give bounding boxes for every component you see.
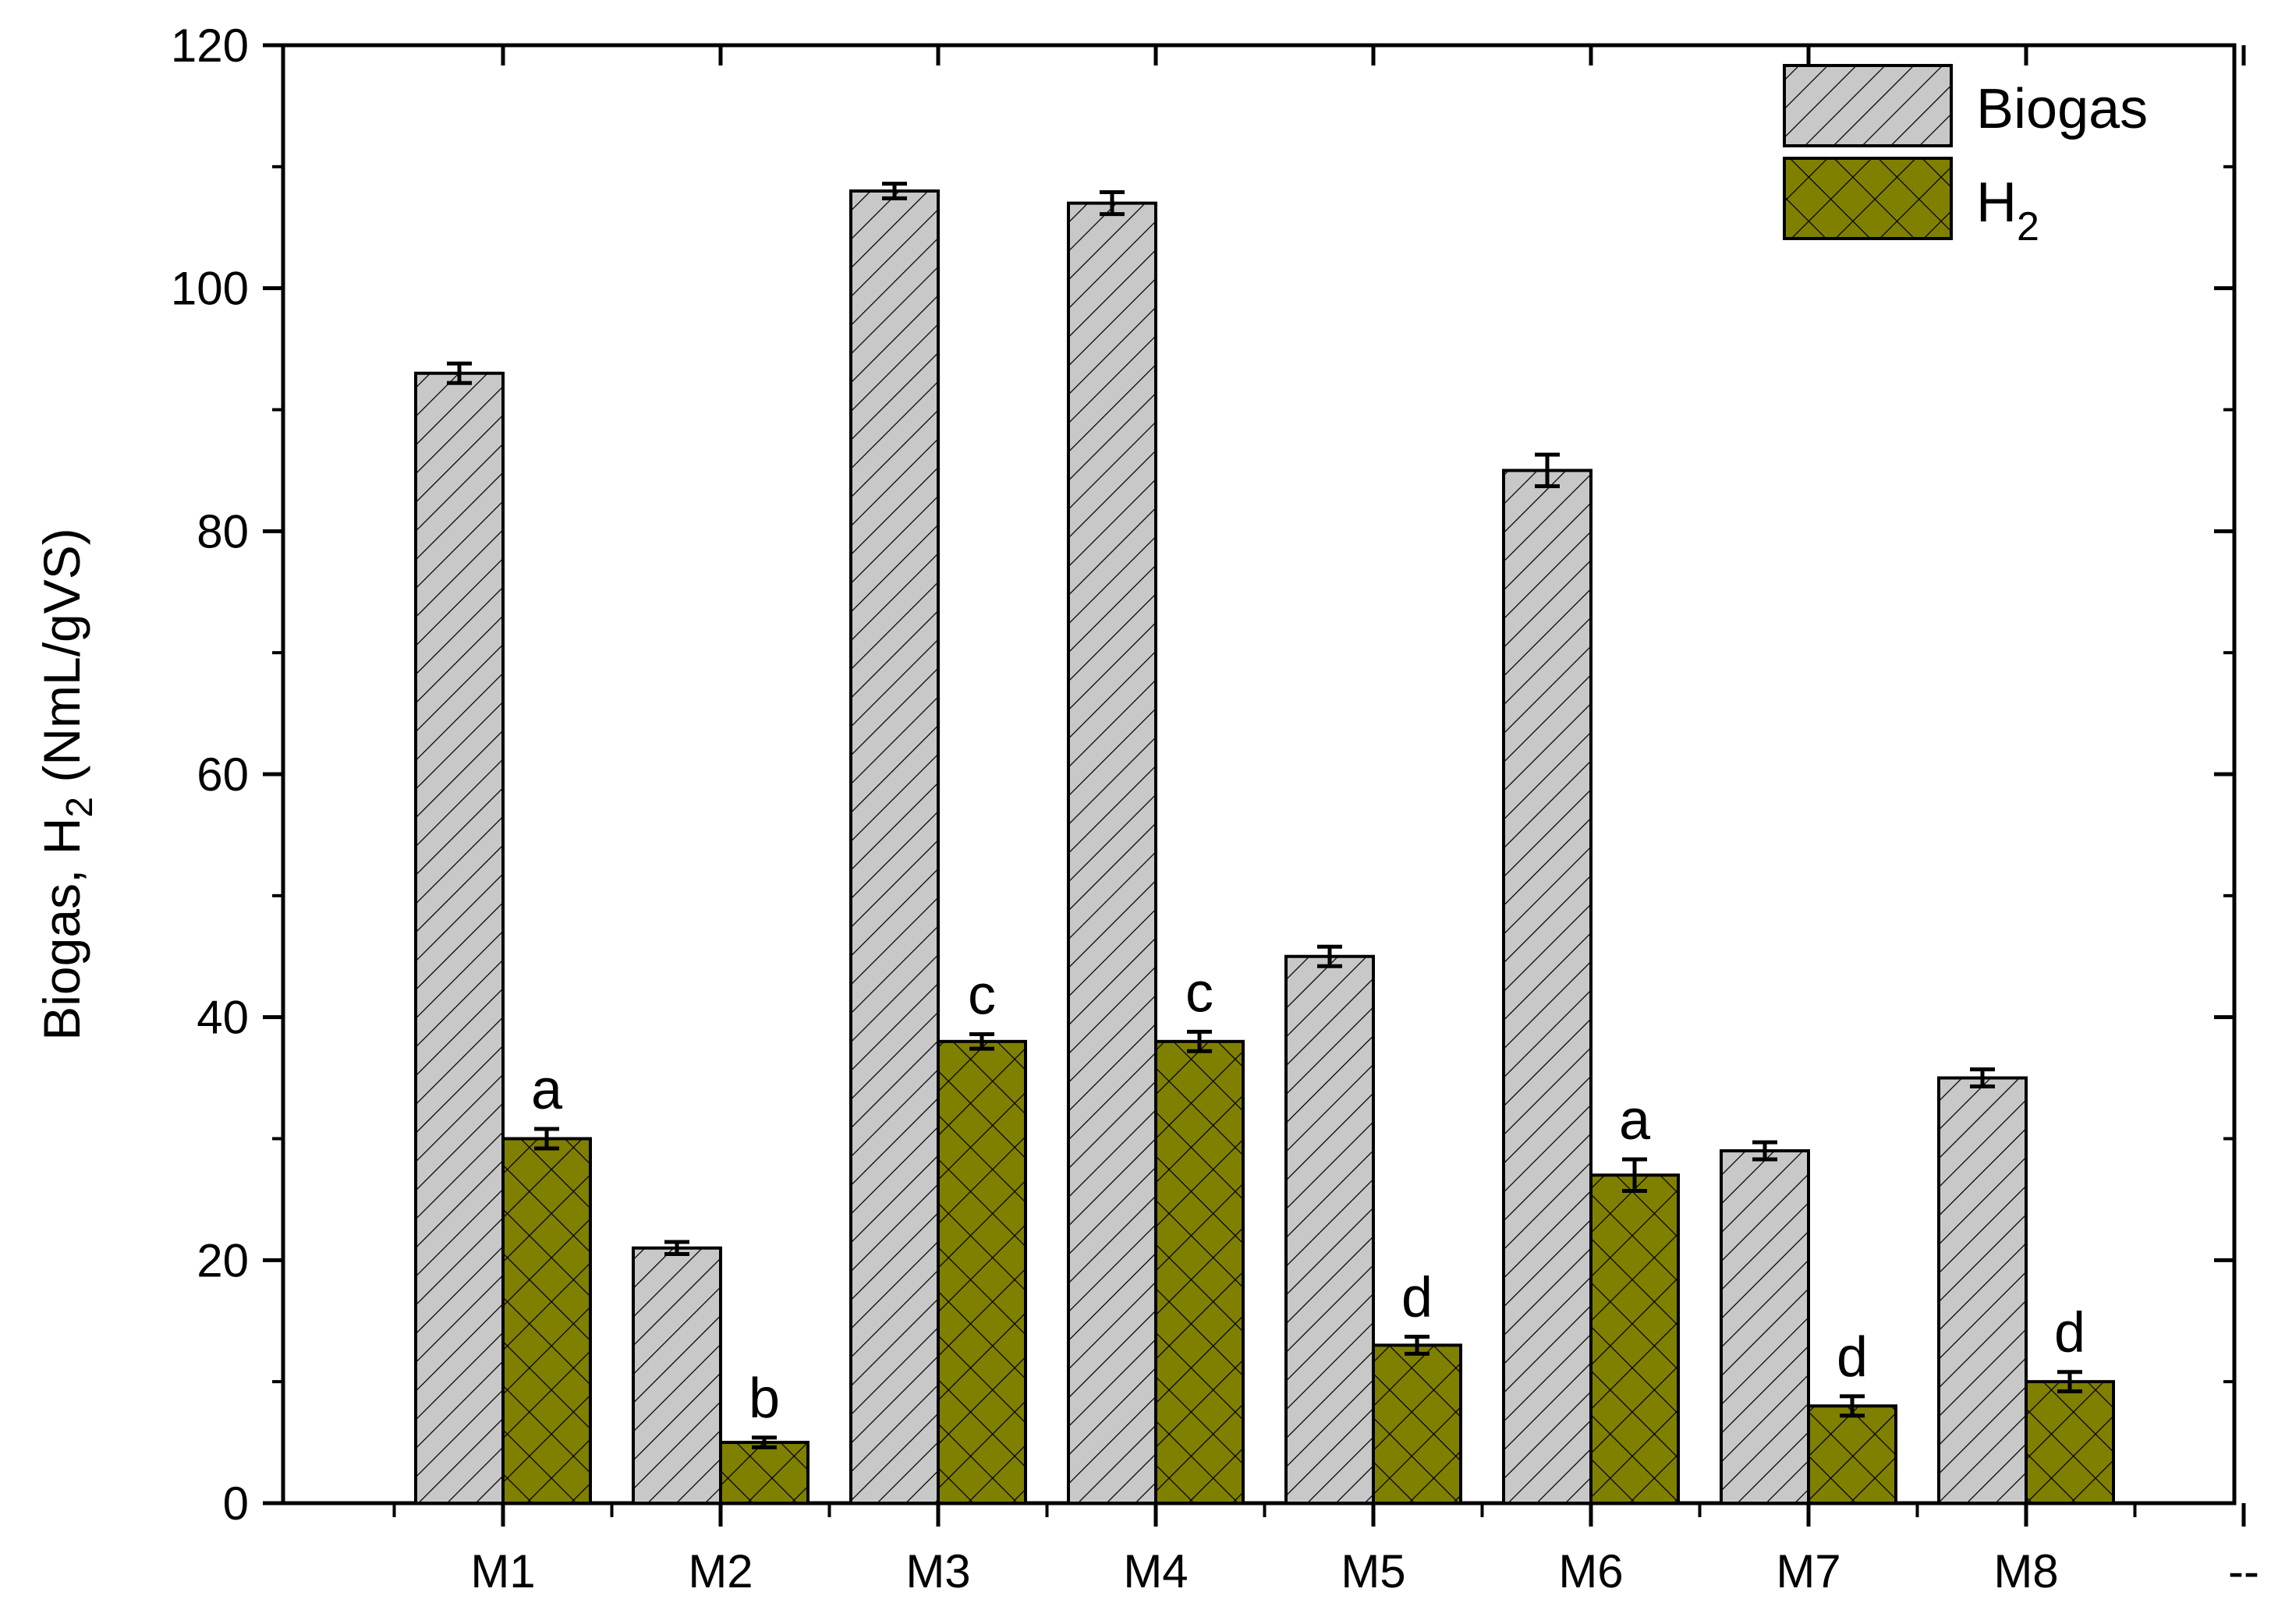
significance-label: d — [1401, 1267, 1433, 1329]
y-tick-label: 120 — [171, 19, 249, 72]
h2-bar-m7 — [1807, 1404, 1897, 1505]
biogas-bar-m3 — [849, 189, 940, 1505]
legend-swatch-biogas — [1783, 64, 1953, 147]
y-tick-label: 100 — [171, 263, 249, 315]
significance-label: c — [1185, 961, 1213, 1024]
h2-bar-m1 — [501, 1137, 592, 1505]
y-tick-label: 60 — [197, 748, 249, 801]
biogas-bar-m2 — [632, 1246, 722, 1505]
biogas-bar-m7 — [1720, 1149, 1810, 1505]
h2-bar-m4 — [1154, 1039, 1245, 1505]
legend: Biogas H2 — [1783, 64, 2148, 249]
significance-labels-group: a b c c d a d d — [531, 961, 2085, 1429]
legend-label-biogas: Biogas — [1976, 78, 2148, 140]
y-axis-title: Biogas, H2 (NmL/gVS) — [33, 528, 101, 1041]
x-tick-label: -- — [2228, 1545, 2259, 1597]
x-tick-label: M2 — [688, 1545, 753, 1597]
y-tick-label: 0 — [223, 1477, 249, 1530]
y-tick-label: 80 — [197, 505, 249, 557]
biogas-bar-m1 — [414, 371, 505, 1505]
biogas-bar-m8 — [1937, 1076, 2028, 1505]
x-tick-label: M5 — [1341, 1545, 1405, 1597]
significance-label: d — [1837, 1326, 1868, 1389]
x-tick-label: M4 — [1123, 1545, 1188, 1597]
x-tick-label: M6 — [1558, 1545, 1623, 1597]
x-tick-label: M3 — [905, 1545, 970, 1597]
significance-label: a — [1619, 1089, 1651, 1152]
h2-bar-m3 — [937, 1039, 1027, 1505]
x-tick-label: M8 — [1993, 1545, 2058, 1597]
legend-swatch-h2 — [1783, 157, 1953, 240]
error-bars-group — [447, 182, 2082, 1449]
x-axis-ticks: M1 M2 M3 M4 M5 M6 M7 M8 -- — [392, 45, 2259, 1597]
y-tick-label: 40 — [197, 992, 249, 1044]
x-tick-label: M7 — [1776, 1545, 1840, 1597]
bars-group — [414, 189, 2115, 1505]
significance-label: c — [968, 964, 996, 1026]
y-axis-ticks: 0 20 40 60 80 100 120 — [171, 19, 2234, 1530]
significance-label: a — [531, 1059, 563, 1121]
significance-label: b — [749, 1367, 780, 1430]
biogas-bar-m4 — [1067, 201, 1157, 1505]
h2-bar-m2 — [719, 1441, 810, 1505]
legend-label-h2: H2 — [1976, 172, 2039, 249]
y-tick-label: 20 — [197, 1234, 249, 1286]
x-tick-label: M1 — [470, 1545, 535, 1597]
biogas-bar-m5 — [1284, 954, 1375, 1505]
significance-label: d — [2054, 1302, 2085, 1364]
h2-bar-m5 — [1372, 1343, 1462, 1505]
biogas-bar-m6 — [1502, 469, 1592, 1505]
h2-bar-m6 — [1589, 1173, 1680, 1505]
h2-bar-m8 — [2025, 1380, 2115, 1505]
